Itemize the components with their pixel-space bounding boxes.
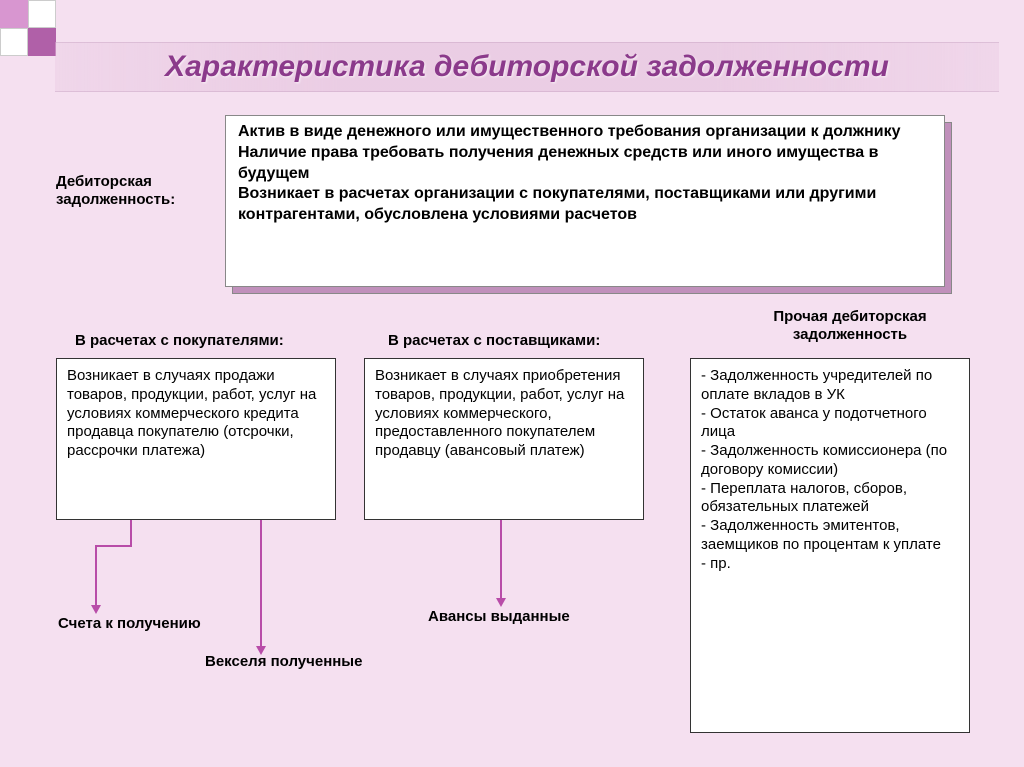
deco-square xyxy=(28,0,56,28)
section1-body: Возникает в случаях продажи товаров, про… xyxy=(67,367,316,459)
section1-label: В расчетах с покупателями: xyxy=(75,332,284,349)
arrow-line xyxy=(260,520,262,648)
section3-box: - Задолженность учредителей по оплате вк… xyxy=(690,358,970,733)
slide-title: Характеристика дебиторской задолженности xyxy=(165,50,889,84)
definition-box: Актив в виде денежного или имущественног… xyxy=(225,115,945,287)
arrow-line xyxy=(95,545,132,547)
deco-square xyxy=(0,0,28,28)
deco-square xyxy=(28,28,56,56)
definition-text: Актив в виде денежного или имущественног… xyxy=(238,122,932,226)
section3-body: - Задолженность учредителей по оплате вк… xyxy=(701,367,959,573)
section3-label: Прочая дебиторская задолженность xyxy=(740,308,960,344)
arrow-line xyxy=(130,520,132,545)
section2-label: В расчетах с поставщиками: xyxy=(388,332,600,349)
arrowhead-icon xyxy=(91,605,101,614)
arrow-line xyxy=(500,520,502,600)
arrowhead-icon xyxy=(496,598,506,607)
arrow3-label: Авансы выданные xyxy=(428,608,570,625)
arrow-line xyxy=(95,545,97,607)
section2-box: Возникает в случаях приобретения товаров… xyxy=(364,358,644,520)
section2-body: Возникает в случаях приобретения товаров… xyxy=(375,367,624,459)
arrow2-label: Векселя полученные xyxy=(205,653,362,670)
section1-box: Возникает в случаях продажи товаров, про… xyxy=(56,358,336,520)
deco-square xyxy=(0,28,28,56)
arrow1-label: Счета к получению xyxy=(58,615,201,632)
definition-label: Дебиторская задолженность: xyxy=(56,173,206,209)
title-band: Характеристика дебиторской задолженности xyxy=(55,42,999,92)
